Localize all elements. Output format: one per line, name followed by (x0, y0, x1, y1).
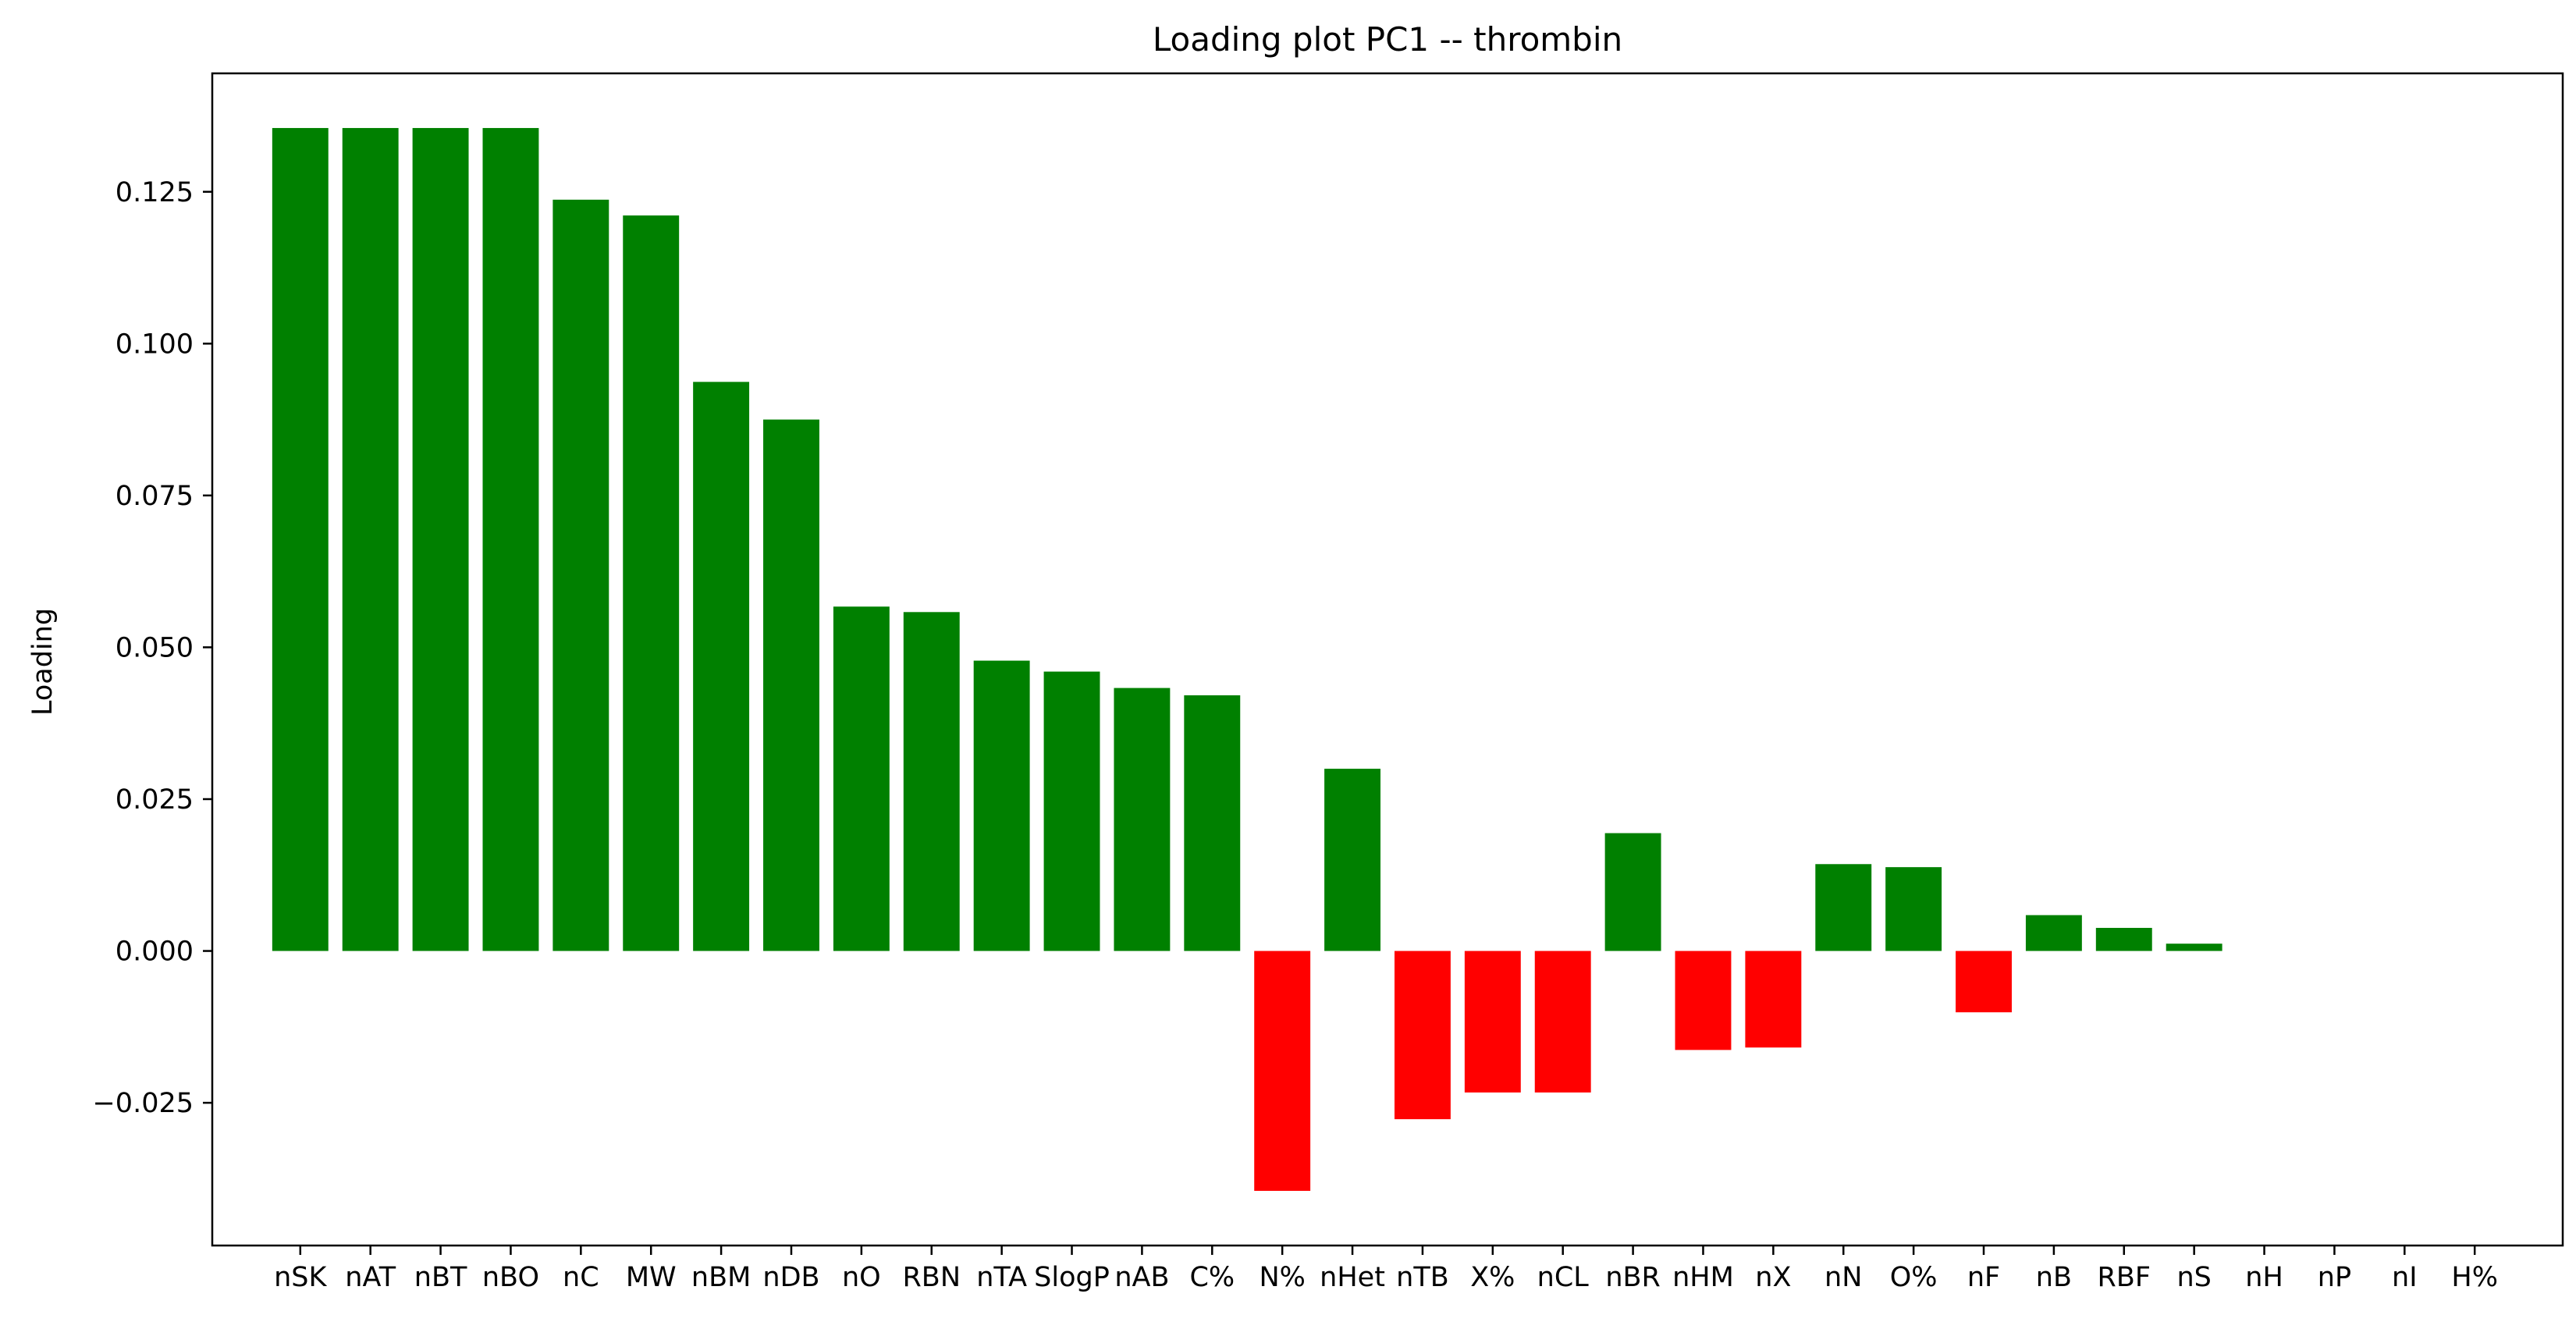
x-tick-label: nS (2176, 1262, 2211, 1293)
bar-mw (623, 215, 680, 951)
bar-nbt (412, 128, 469, 951)
x-tick-label: nSK (274, 1262, 327, 1293)
bar-nbm (693, 382, 750, 951)
x-tick-label: nAT (345, 1262, 396, 1293)
bar-nc (553, 199, 609, 951)
bar-nbo (482, 128, 539, 951)
bar-nhet (1324, 769, 1381, 951)
bar-x-pct (1464, 951, 1521, 1093)
y-tick-label: 0.050 (115, 632, 194, 663)
bar-nhm (1675, 951, 1732, 1050)
x-tick-label: nCL (1537, 1262, 1590, 1293)
x-tick-label: RBF (2098, 1262, 2151, 1293)
bar-nat (342, 128, 399, 951)
y-tick-label: 0.000 (115, 936, 194, 968)
bar-ns (2166, 944, 2222, 951)
bar-c-pct (1184, 695, 1241, 951)
x-tick-label: nHet (1320, 1262, 1385, 1293)
x-tick-label: nDB (762, 1262, 819, 1293)
x-tick-label: nTA (976, 1262, 1027, 1293)
x-tick-label: nH (2245, 1262, 2283, 1293)
bar-ndb (763, 419, 819, 951)
bar-nf (1956, 951, 2012, 1013)
bar-ntb (1394, 951, 1451, 1120)
bar-ncl (1534, 951, 1591, 1093)
x-tick-label: RBN (902, 1262, 961, 1293)
y-tick-label: 0.100 (115, 329, 194, 360)
bar-nab (1114, 688, 1171, 951)
x-tick-label: N% (1259, 1262, 1305, 1293)
y-tick-label: 0.075 (115, 481, 194, 512)
bar-nx (1745, 951, 1802, 1048)
x-tick-label: nTB (1396, 1262, 1449, 1293)
y-axis: −0.025 0.000 0.025 0.050 0.075 0.100 0.125 (92, 177, 212, 1119)
x-tick-label: nB (2036, 1262, 2072, 1293)
bar-nn (1815, 864, 1872, 951)
bar-no (833, 606, 890, 951)
x-tick-label: nX (1755, 1262, 1791, 1293)
x-tick-label: nC (563, 1262, 599, 1293)
x-tick-label: nP (2318, 1262, 2351, 1293)
chart-title: Loading plot PC1 -- thrombin (1153, 20, 1622, 59)
bar-slogp (1043, 671, 1100, 951)
bar-rbn (903, 612, 960, 951)
bar-nsk (272, 128, 329, 951)
bar-rbf (2095, 927, 2152, 951)
plot-frame (211, 72, 2564, 1247)
x-tick-label: nBR (1605, 1262, 1661, 1293)
bars-group (272, 128, 2222, 1191)
x-tick-label: nO (842, 1262, 881, 1293)
x-tick-label: C% (1189, 1262, 1235, 1293)
x-axis: nSK nAT nBT nBO nC MW nBM nDB nO RBN nTA SlogP nAB C%… (274, 1246, 2498, 1293)
x-tick-label: O% (1890, 1262, 1938, 1293)
y-tick-label: −0.025 (92, 1088, 194, 1119)
x-tick-label: nN (1825, 1262, 1862, 1293)
bar-nta (973, 660, 1030, 951)
x-tick-label: nBO (482, 1262, 539, 1293)
x-tick-label: MW (626, 1262, 677, 1293)
x-tick-label: nBM (691, 1262, 751, 1293)
x-tick-label: nAB (1114, 1262, 1169, 1293)
bar-n-pct (1254, 951, 1311, 1191)
y-axis-label: Loading (27, 608, 59, 716)
x-tick-label: H% (2451, 1262, 2498, 1293)
x-tick-label: nF (1967, 1262, 2000, 1293)
x-tick-label: nBT (414, 1262, 467, 1293)
bar-nbr (1604, 833, 1661, 951)
x-tick-label: nHM (1672, 1262, 1734, 1293)
y-tick-label: 0.125 (115, 177, 194, 208)
x-tick-label: SlogP (1034, 1262, 1110, 1293)
x-tick-label: nI (2392, 1262, 2418, 1293)
bar-nb (2025, 915, 2082, 951)
x-tick-label: X% (1470, 1262, 1515, 1293)
y-tick-label: 0.025 (115, 784, 194, 816)
bar-o-pct (1885, 867, 1942, 951)
